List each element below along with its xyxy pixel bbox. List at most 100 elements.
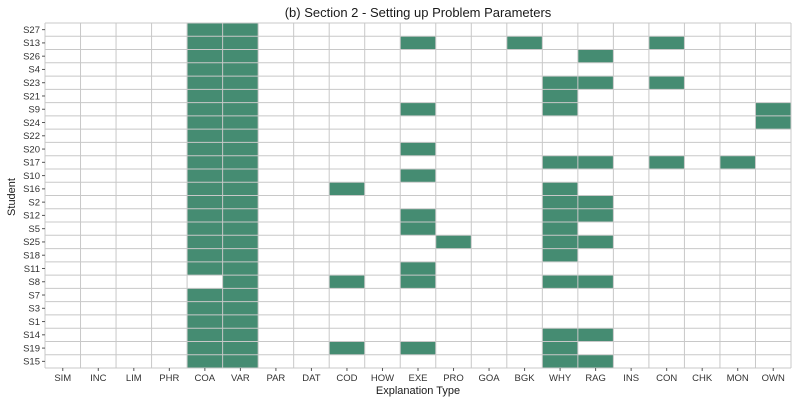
cell-s1-coa	[187, 314, 223, 329]
y-tick-label-s2: S2	[28, 197, 40, 208]
cell-s19-exe	[400, 341, 436, 355]
cell-s25-coa	[187, 235, 223, 249]
cell-s12-coa	[187, 208, 223, 223]
chart-title: (b) Section 2 - Setting up Problem Param…	[285, 5, 552, 20]
y-tick-label-s26: S26	[23, 51, 40, 62]
cell-s2-var	[222, 195, 259, 209]
cell-s1-var	[222, 314, 259, 329]
x-tick-label-cod: COD	[336, 373, 357, 384]
cell-s3-coa	[187, 301, 223, 315]
cell-s14-coa	[187, 328, 223, 342]
cell-s9-own	[755, 102, 791, 116]
cell-s23-con	[648, 76, 685, 90]
cell-s24-coa	[187, 115, 223, 130]
cell-s18-coa	[187, 248, 223, 262]
x-tick-label-sim: SIM	[54, 373, 71, 384]
cell-s2-why	[542, 195, 578, 209]
cell-s23-rag	[577, 76, 614, 90]
x-tick-label-coa: COA	[195, 373, 216, 384]
cell-s17-coa	[187, 155, 223, 169]
cell-s25-rag	[577, 235, 614, 249]
cell-s27-var	[222, 23, 259, 37]
cell-s19-cod	[329, 341, 365, 355]
y-tick-label-s18: S18	[23, 251, 40, 262]
cell-s9-var	[222, 102, 259, 116]
x-tick-label-lim: LIM	[126, 373, 142, 384]
cell-s4-coa	[187, 62, 223, 77]
cell-s16-why	[542, 182, 578, 196]
cell-s15-coa	[187, 354, 223, 368]
y-tick-label-s5: S5	[28, 224, 40, 235]
cell-s26-coa	[187, 49, 223, 63]
cell-s15-rag	[577, 354, 614, 368]
cell-s12-exe	[400, 208, 436, 223]
cell-s22-coa	[187, 129, 223, 143]
cell-s25-pro	[435, 235, 472, 249]
cell-s21-coa	[187, 89, 223, 103]
y-tick-label-s25: S25	[23, 237, 40, 248]
cell-s21-var	[222, 89, 259, 103]
x-tick-label-con: CON	[656, 373, 677, 384]
y-tick-label-s27: S27	[23, 25, 40, 36]
cell-s27-coa	[187, 23, 223, 37]
cell-s20-var	[222, 142, 259, 156]
x-tick-label-chk: CHK	[692, 373, 713, 384]
x-axis-title: Explanation Type	[376, 385, 460, 397]
cell-s20-coa	[187, 142, 223, 156]
cell-s15-var	[222, 354, 259, 368]
y-tick-label-s16: S16	[23, 184, 40, 195]
x-tick-label-dat: DAT	[302, 373, 320, 384]
cell-s3-var	[222, 301, 259, 315]
x-tick-label-why: WHY	[549, 373, 572, 384]
y-tick-label-s14: S14	[23, 330, 40, 341]
cell-s10-exe	[400, 168, 436, 183]
x-tick-label-ins: INS	[623, 373, 639, 384]
cell-s23-coa	[187, 76, 223, 90]
x-tick-label-mon: MON	[727, 373, 749, 384]
y-axis-title: Student	[6, 178, 18, 216]
y-tick-label-s15: S15	[23, 357, 40, 368]
cell-s17-rag	[577, 155, 614, 169]
cell-s8-var	[222, 275, 259, 289]
cell-s10-var	[222, 168, 259, 183]
cell-s19-coa	[187, 341, 223, 355]
cell-s5-why	[542, 222, 578, 236]
y-tick-label-s3: S3	[28, 304, 40, 315]
cell-s24-var	[222, 115, 259, 130]
y-tick-label-s8: S8	[28, 277, 40, 288]
cell-s17-mon	[719, 155, 756, 169]
cell-s26-rag	[577, 49, 614, 63]
cell-s19-why	[542, 341, 578, 355]
cell-s12-var	[222, 208, 259, 223]
cell-s18-var	[222, 248, 259, 262]
x-tick-label-var: VAR	[231, 373, 250, 384]
cell-s24-own	[755, 115, 791, 130]
cell-s9-exe	[400, 102, 436, 116]
cell-s13-var	[222, 36, 259, 50]
cell-s17-con	[648, 155, 685, 169]
x-tick-label-exe: EXE	[408, 373, 427, 384]
cell-s16-cod	[329, 182, 365, 196]
cell-s22-var	[222, 129, 259, 143]
cell-s18-why	[542, 248, 578, 262]
cell-s23-var	[222, 76, 259, 90]
y-tick-label-s12: S12	[23, 211, 40, 222]
y-tick-label-s23: S23	[23, 78, 40, 89]
cell-s17-why	[542, 155, 578, 169]
y-tick-label-s19: S19	[23, 343, 40, 354]
cell-s20-exe	[400, 142, 436, 156]
x-tick-label-own: OWN	[762, 373, 785, 384]
cell-s17-var	[222, 155, 259, 169]
cell-s16-var	[222, 182, 259, 196]
cell-s16-coa	[187, 182, 223, 196]
cell-s21-why	[542, 89, 578, 103]
x-tick-label-rag: RAG	[585, 373, 606, 384]
cell-s25-var	[222, 235, 259, 249]
x-tick-label-goa: GOA	[478, 373, 500, 384]
cell-s10-coa	[187, 168, 223, 183]
y-tick-label-s10: S10	[23, 171, 40, 182]
cell-s25-why	[542, 235, 578, 249]
y-tick-label-s20: S20	[23, 144, 40, 155]
cell-s15-why	[542, 354, 578, 368]
cell-s8-why	[542, 275, 578, 289]
